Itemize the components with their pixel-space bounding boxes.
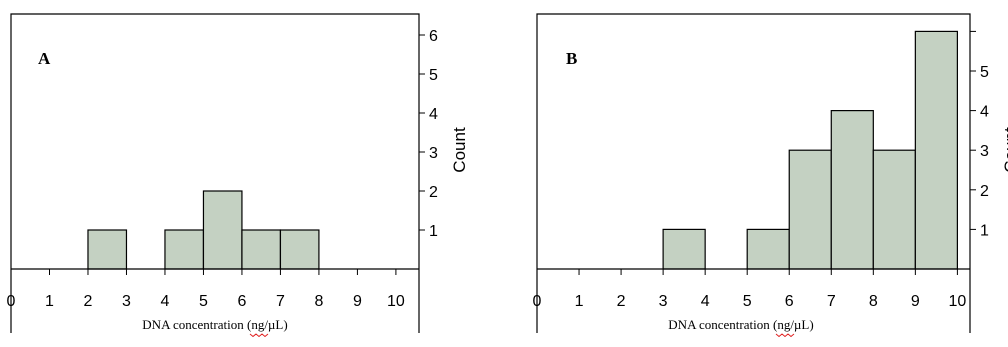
x-tick-label: 1 bbox=[575, 293, 584, 310]
x-tick-label: 3 bbox=[122, 293, 131, 310]
panel-frame bbox=[536, 13, 971, 333]
x-tick-label: 7 bbox=[827, 293, 836, 310]
x-tick-label: 1 bbox=[45, 293, 54, 310]
x-tick-label: 5 bbox=[743, 293, 752, 310]
histogram-bar-2 bbox=[164, 229, 205, 270]
histogram-bar-3 bbox=[202, 190, 243, 270]
y-tick-label: 3 bbox=[429, 145, 438, 162]
x-tick-label: 9 bbox=[353, 293, 362, 310]
x-tick-label: 8 bbox=[869, 293, 878, 310]
y-tick-label: 5 bbox=[980, 64, 989, 81]
spellcheck-underline bbox=[249, 333, 269, 338]
y-tick-label: 4 bbox=[980, 104, 989, 121]
y-tick-label: 1 bbox=[980, 222, 989, 239]
x-tick-label: 2 bbox=[84, 293, 93, 310]
panel-frame bbox=[10, 13, 420, 333]
panel-b: 0 1 2 3 4 5 6 7 8 9 10 1 2 3 4 5 Count DNA concentration … bbox=[533, 13, 1008, 338]
histogram-bar-5 bbox=[279, 229, 320, 270]
x-tick-label: 9 bbox=[911, 293, 920, 310]
x-tick-label: 4 bbox=[161, 293, 170, 310]
histogram-bar-5 bbox=[872, 149, 916, 270]
y-tick-label: 2 bbox=[429, 184, 438, 201]
histogram-bar-6 bbox=[914, 30, 958, 270]
x-tick-label: 3 bbox=[659, 293, 668, 310]
x-axis-title: DNA concentration (ng/µL) bbox=[142, 317, 287, 332]
histogram-bar-4 bbox=[241, 229, 282, 270]
x-tick-label: 2 bbox=[617, 293, 626, 310]
y-tick-label: 3 bbox=[980, 143, 989, 160]
x-tick-label: 7 bbox=[276, 293, 285, 310]
x-tick-label: 4 bbox=[701, 293, 710, 310]
panel-letter: B bbox=[566, 49, 577, 68]
y-axis-title: Count bbox=[450, 127, 469, 173]
x-tick-label: 0 bbox=[7, 293, 16, 310]
y-tick-label: 6 bbox=[429, 28, 438, 45]
histogram-bar-2 bbox=[746, 228, 790, 270]
y-tick-label: 5 bbox=[429, 67, 438, 84]
y-axis-title: Count bbox=[1001, 127, 1008, 173]
x-axis-title: DNA concentration (ng/µL) bbox=[668, 317, 813, 332]
histogram-bar-1 bbox=[662, 228, 706, 270]
x-tick-label: 10 bbox=[387, 293, 405, 310]
y-tick-label: 4 bbox=[429, 106, 438, 123]
x-tick-label: 10 bbox=[948, 293, 966, 310]
x-tick-label: 8 bbox=[314, 293, 323, 310]
panel-a: 0 1 2 3 4 5 6 7 8 9 10 1 2 3 4 5 6 Count DNA concentration… bbox=[7, 13, 469, 338]
x-tick-label: 0 bbox=[533, 293, 542, 310]
y-tick-label: 1 bbox=[429, 223, 438, 240]
panel-letter: A bbox=[38, 49, 51, 68]
x-tick-label: 6 bbox=[237, 293, 246, 310]
histogram-bar-1 bbox=[87, 229, 128, 270]
histogram-bar-3 bbox=[788, 149, 832, 270]
spellcheck-underline bbox=[775, 333, 795, 338]
y-tick-label: 2 bbox=[980, 183, 989, 200]
x-tick-label: 5 bbox=[199, 293, 208, 310]
histogram-bar-4 bbox=[830, 109, 874, 270]
x-tick-label: 6 bbox=[785, 293, 794, 310]
